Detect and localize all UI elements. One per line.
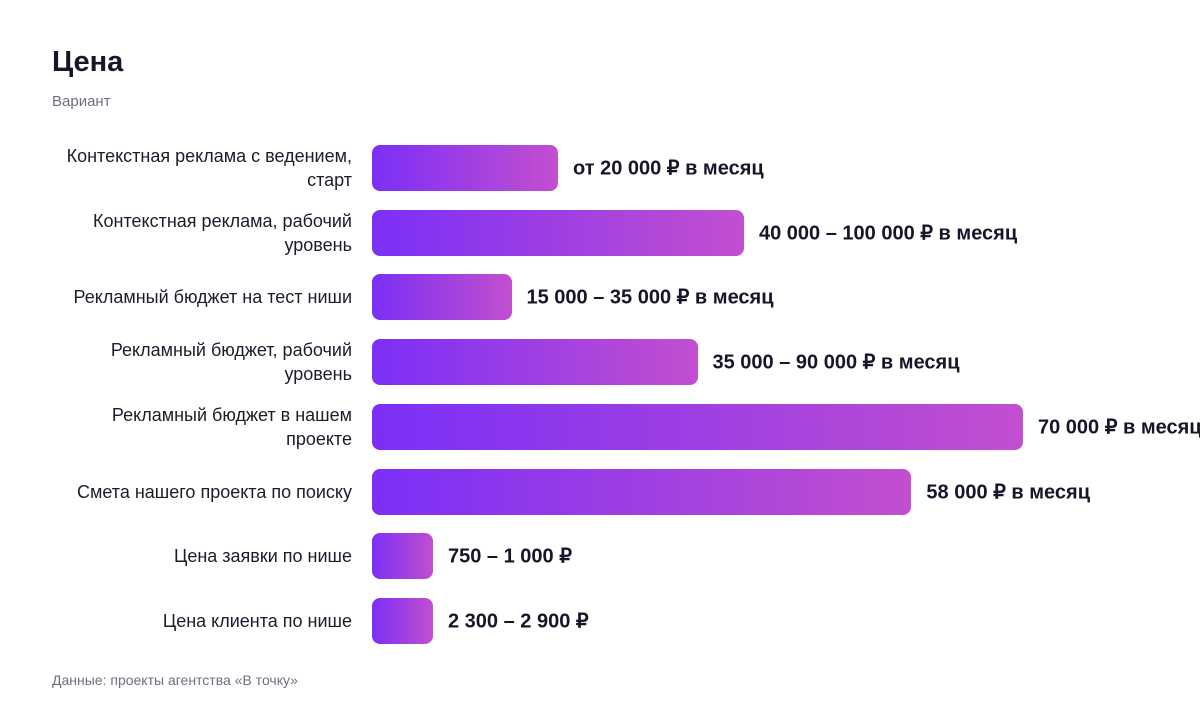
bar <box>372 468 912 515</box>
category-label: Контекстная реклама, рабочий уровень <box>93 210 352 255</box>
chart-title: Цена <box>52 46 124 78</box>
category-label: Рекламный бюджет в нашем проекте <box>111 404 352 449</box>
bar <box>372 403 1023 450</box>
category-label: Рекламный бюджет на тест ниши <box>73 287 352 308</box>
bar <box>372 274 512 321</box>
category-label: Цена заявки по нише <box>174 546 352 567</box>
value-label: 35 000 – 90 000 ₽ в месяц <box>712 351 960 374</box>
value-label: 58 000 ₽ в месяц <box>926 481 1090 503</box>
value-label: 750 – 1 000 ₽ <box>448 545 572 568</box>
category-label: Контекстная реклама с ведением, старт <box>66 146 352 190</box>
source-note: Данные: проекты агентства «В точку» <box>52 672 298 688</box>
category-label: Цена клиента по нише <box>162 610 352 631</box>
value-label: 15 000 – 35 000 ₽ в месяц <box>526 286 774 309</box>
value-label: от 20 000 ₽ в месяц <box>573 157 764 180</box>
value-label: 40 000 – 100 000 ₽ в месяц <box>759 222 1018 245</box>
bar <box>372 145 558 191</box>
bar <box>372 533 433 580</box>
bar <box>372 339 698 386</box>
bar <box>372 209 744 256</box>
bar <box>372 597 433 644</box>
category-label: Рекламный бюджет, рабочий уровень <box>110 340 352 385</box>
chart-subtitle: Вариант <box>52 93 111 110</box>
value-label: 2 300 – 2 900 ₽ <box>448 610 589 633</box>
value-label: 70 000 ₽ в месяц <box>1038 416 1200 439</box>
category-label: Смета нашего проекта по поиску <box>77 481 352 502</box>
